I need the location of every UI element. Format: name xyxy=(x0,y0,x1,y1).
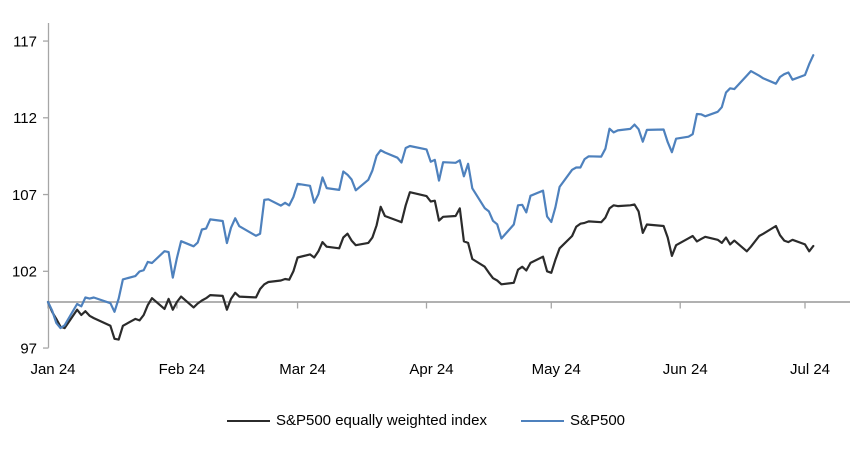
legend-item-sp500: S&P500 xyxy=(520,412,626,429)
equal-weight-index-line xyxy=(46,191,815,341)
y-axis-tick-label: 117 xyxy=(13,33,37,50)
sp500-line xyxy=(46,54,815,330)
sp500-line-swatch xyxy=(520,419,564,422)
equal-weight-line-swatch xyxy=(226,419,270,422)
x-axis-tick-label: Jul 24 xyxy=(790,361,830,378)
x-axis-tick-label: Mar 24 xyxy=(279,361,326,378)
x-axis-tick-label: Jan 24 xyxy=(30,361,75,378)
y-axis-tick-label: 112 xyxy=(13,110,37,127)
x-axis-tick-label: Feb 24 xyxy=(159,361,206,378)
x-axis-tick-label: Apr 24 xyxy=(409,361,453,378)
y-axis-tick-label: 97 xyxy=(20,340,37,357)
x-axis-tick-label: Jun 24 xyxy=(663,361,708,378)
equal-weight-legend-label: S&P500 equally weighted index xyxy=(275,412,487,429)
legend-item-equal-weight: S&P500 equally weighted index xyxy=(226,412,487,429)
x-axis-tick-label: May 24 xyxy=(532,361,581,378)
y-axis-tick-label: 107 xyxy=(12,187,37,204)
chart-legend: S&P500 equally weighted index S&P500 xyxy=(0,412,852,429)
y-axis-tick-label: 102 xyxy=(12,264,37,281)
sp500-legend-label: S&P500 xyxy=(569,412,626,429)
